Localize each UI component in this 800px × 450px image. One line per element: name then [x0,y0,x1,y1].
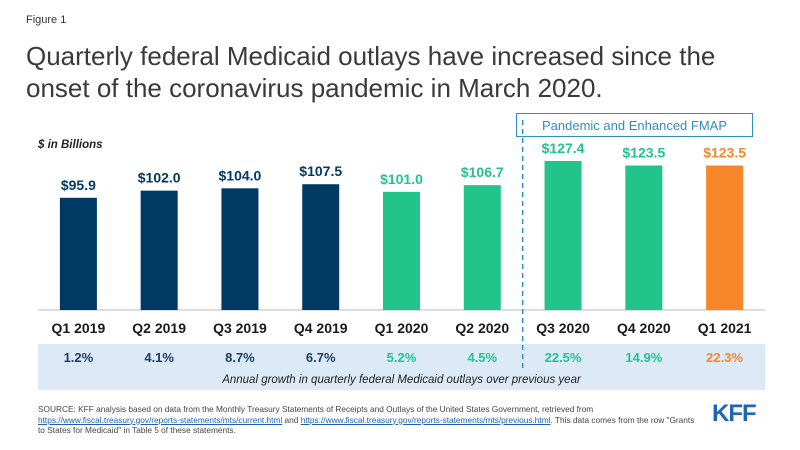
growth-value: 6.7% [306,350,336,365]
x-tick-label: Q4 2019 [294,320,348,336]
data-label: $107.5 [299,163,342,179]
source-text-end: . This data comes from the row "Grants t… [38,414,695,436]
growth-value: 1.2% [64,350,94,365]
x-tick-label: Q4 2020 [617,320,671,336]
data-label: $104.0 [219,167,262,183]
data-label: $127.4 [542,140,585,156]
bar [59,197,97,310]
data-label: $123.5 [622,145,665,161]
growth-value: 4.5% [467,350,497,365]
bar [140,190,178,310]
source-text: SOURCE: KFF analysis based on data from … [38,404,594,414]
growth-value: 14.9% [625,350,662,365]
data-label: $102.0 [138,170,181,186]
x-tick-label: Q3 2020 [536,320,590,336]
data-label: $106.7 [461,164,504,180]
growth-band [38,344,765,390]
bar [463,185,501,310]
data-label: $95.9 [61,177,96,193]
bar [221,188,259,310]
growth-value: 22.5% [545,350,582,365]
figure-label: Figure 1 [26,14,67,26]
bar [383,191,420,310]
x-tick-label: Q1 2020 [375,320,429,336]
x-tick-label: Q1 2019 [52,320,106,336]
bar [302,184,340,310]
growth-value: 22.3% [706,350,743,365]
bar [544,160,582,310]
data-label: $123.5 [703,145,746,161]
chart-title: Quarterly federal Medicaid outlays have … [26,41,716,103]
source-and: and [282,414,301,425]
source-link-previous[interactable]: https://www.fiscal.treasury.gov/reports-… [300,414,551,425]
bar [625,165,663,310]
growth-value: 8.7% [225,350,255,365]
x-tick-label: Q2 2019 [132,320,186,336]
source-note: SOURCE: KFF analysis based on data from … [38,404,698,436]
growth-value: 5.2% [387,350,417,365]
growth-value: 4.1% [144,350,174,365]
units-label: $ in Billions [38,139,103,151]
data-label: $101.0 [380,171,423,187]
bar [706,165,744,310]
x-tick-label: Q1 2021 [698,320,752,336]
growth-caption: Annual growth in quarterly federal Medic… [222,374,581,386]
x-tick-label: Q2 2020 [455,320,509,336]
x-tick-label: Q3 2019 [213,320,267,336]
source-link-current[interactable]: https://www.fiscal.treasury.gov/reports-… [38,414,283,425]
pandemic-period-label: Pandemic and Enhanced FMAP [516,113,753,137]
kff-logo: KFF [712,400,757,427]
